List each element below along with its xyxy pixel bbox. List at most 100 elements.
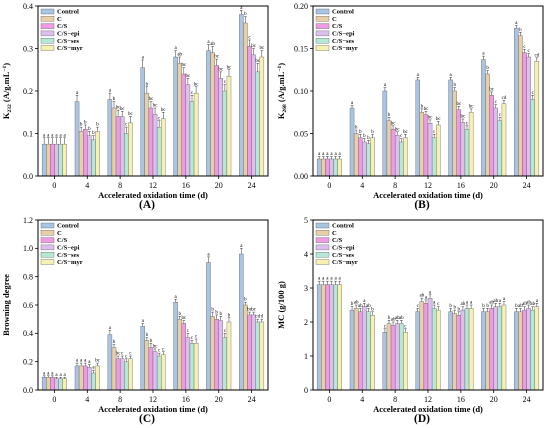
significance-label: a — [84, 359, 87, 364]
significance-label: c — [129, 352, 132, 357]
panel-c: 0.0 0.2 0.4 0.6 0.8 1.0 1.2 a a a a a a 0 a a a a a bc 4 a b bc… — [0, 214, 275, 428]
bar-c-16d — [177, 318, 182, 391]
significance-label: b — [244, 298, 247, 303]
significance-label: b — [88, 127, 91, 132]
y-axis-label: K232 (A/g.mL−1) — [1, 63, 13, 119]
bar-c-s-epi-0d — [54, 378, 59, 391]
significance-label: b — [146, 82, 149, 87]
significance-label: a — [47, 371, 50, 376]
bar-c-0d — [321, 284, 326, 391]
bar-c-0d — [46, 143, 51, 177]
significance-label: bc — [227, 65, 233, 70]
significance-label: ab — [419, 294, 424, 299]
significance-label: a — [55, 373, 58, 378]
y-tick-label: 0.20 — [294, 2, 308, 11]
y-tick-label: 5 — [304, 216, 308, 225]
bar-control-12d — [140, 67, 145, 177]
significance-label: a — [88, 360, 91, 365]
bar-c-s-24d — [247, 314, 252, 391]
significance-label: b — [453, 306, 456, 311]
bar-c-s-12d — [148, 107, 154, 177]
bar-c-8d — [111, 107, 117, 177]
significance-label: ab — [526, 301, 531, 306]
legend-swatch-c-s-epi — [40, 244, 55, 251]
significance-label: cd — [255, 315, 260, 320]
bar-control-24d — [514, 311, 519, 391]
bar-control-24d — [239, 253, 244, 391]
significance-label: a — [326, 277, 329, 282]
bar-c-s-ses-0d — [58, 143, 63, 177]
bar-c-s-myr-20d — [501, 103, 507, 177]
significance-label: c — [404, 324, 407, 329]
legend-swatch-c-s-epi — [315, 30, 330, 37]
legend-swatch-c-s-epi — [40, 30, 55, 37]
significance-label: bc — [436, 117, 442, 122]
bar-c-s-ses-20d — [222, 337, 228, 391]
bar-c-s-myr-4d — [95, 365, 100, 391]
bar-c-s-myr-0d — [62, 378, 67, 391]
bar-c-s-8d — [390, 129, 396, 177]
significance-label: bc — [247, 308, 253, 313]
bar-c-24d — [243, 22, 248, 177]
significance-label: d — [261, 315, 264, 320]
bar-control-0d — [316, 284, 322, 391]
bar-c-s-4d — [358, 311, 363, 391]
significance-label: bc — [218, 67, 224, 72]
y-axis-label: MC (g/100 g) — [276, 281, 286, 329]
y-tick-label: 0.1 — [23, 129, 33, 138]
bar-c-s-ses-12d — [156, 126, 162, 177]
significance-label: bc — [128, 112, 134, 117]
x-tick-label: 16 — [182, 395, 190, 404]
bar-c-s-ses-24d — [255, 321, 260, 391]
significance-label: c — [158, 116, 161, 121]
y-tick-label: 0.8 — [23, 272, 33, 281]
y-tick-label: 0.0 — [23, 172, 33, 181]
bar-c-s-myr-20d — [226, 75, 232, 177]
panel-a: 0.0 0.1 0.2 0.3 0.4 a a a a a a 0 a b b b b b 4 a b bc bc c bc 8 a… — [0, 0, 275, 214]
bar-c-s-4d — [83, 129, 88, 177]
x-tick-label: 24 — [523, 181, 531, 190]
bar-c-s-ses-4d — [91, 139, 96, 177]
plot-frame — [312, 219, 544, 391]
legend-label-control: Control — [332, 223, 354, 230]
bar-c-s-0d — [50, 143, 55, 177]
bar-c-s-epi-16d — [185, 84, 191, 177]
significance-label: a — [326, 152, 329, 157]
bar-control-8d — [107, 334, 113, 391]
x-tick-label: 12 — [149, 181, 157, 190]
significance-label: b — [367, 136, 370, 141]
x-axis-label: Accelerated oxidation time (d) — [373, 190, 483, 200]
legend-label-c-s-myr: C/S−myr — [57, 259, 83, 266]
significance-label: a — [429, 290, 432, 295]
legend-label-c-s-epi: C/S−epi — [57, 31, 80, 38]
significance-label: a — [92, 366, 95, 371]
x-tick-label: 0 — [327, 181, 331, 190]
bar-c-s-ses-8d — [124, 361, 129, 391]
significance-label: a — [363, 299, 366, 304]
significance-label: b — [359, 130, 362, 135]
plot-frame — [37, 219, 269, 391]
legend-label-c-s-epi: C/S−epi — [332, 245, 355, 252]
bar-c-s-16d — [456, 315, 462, 391]
significance-label: a — [536, 299, 539, 304]
significance-label: c — [384, 324, 387, 329]
bar-c-s-epi-20d — [493, 306, 498, 391]
x-tick-label: 20 — [490, 181, 498, 190]
bar-c-s-ses-16d — [464, 129, 470, 177]
bar-c-s-myr-0d — [62, 143, 67, 177]
significance-label: bc — [153, 104, 159, 109]
bar-c-16d — [177, 63, 182, 177]
significance-label: ab — [210, 42, 215, 47]
bar-c-4d — [78, 365, 84, 391]
bar-c-s-epi-0d — [329, 158, 334, 177]
bar-c-s-myr-4d — [370, 315, 375, 391]
significance-label: a — [43, 133, 46, 138]
bar-c-s-8d — [115, 358, 121, 391]
significance-label: b — [113, 340, 116, 345]
legend-swatch-c — [40, 16, 55, 22]
significance-label: a — [207, 252, 210, 257]
bar-control-16d — [448, 79, 453, 177]
bar-c-s-myr-0d — [337, 158, 342, 177]
bar-c-s-ses-0d — [333, 158, 338, 177]
